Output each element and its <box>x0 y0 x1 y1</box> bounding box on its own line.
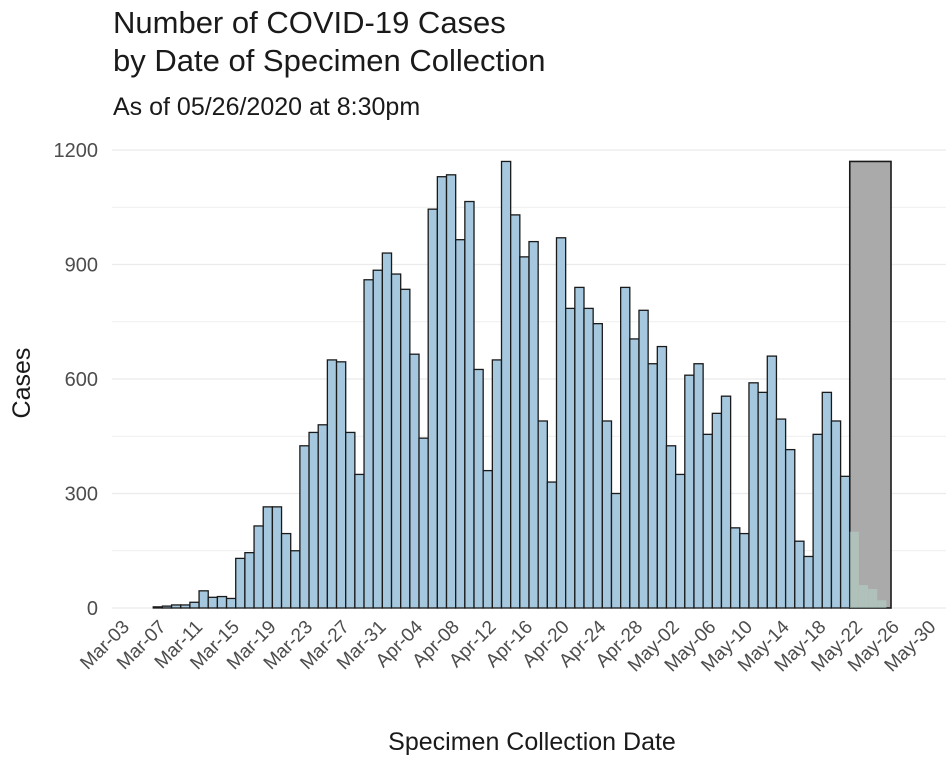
bar <box>326 359 338 609</box>
bar <box>427 208 439 609</box>
bar <box>372 269 384 609</box>
bar <box>235 557 246 609</box>
bar <box>510 214 521 609</box>
bar <box>244 552 255 609</box>
bar <box>555 237 567 609</box>
recent-bar <box>877 600 887 608</box>
bar <box>610 492 622 609</box>
bar <box>262 506 274 609</box>
y-axis-label: Cases <box>8 348 36 419</box>
bar <box>812 433 823 609</box>
bar <box>390 273 402 609</box>
bar <box>784 448 796 609</box>
bar <box>354 473 365 609</box>
chart-title: Number of COVID-19 Cases by Date of Spec… <box>113 4 913 80</box>
bar <box>290 550 301 609</box>
bar <box>711 412 723 609</box>
y-tick-label: 600 <box>65 369 98 391</box>
bar <box>225 597 237 609</box>
bar <box>647 363 658 609</box>
bar <box>170 604 182 609</box>
bar <box>409 353 420 609</box>
bar <box>803 555 814 609</box>
bar <box>180 604 191 609</box>
bar <box>482 469 493 609</box>
bar <box>693 363 704 609</box>
bar <box>207 596 219 609</box>
bar <box>216 595 228 609</box>
bar <box>189 601 200 609</box>
y-tick-label: 0 <box>87 598 98 620</box>
bar <box>629 338 640 609</box>
chart-subtitle: As of 05/26/2020 at 8:30pm <box>113 93 421 121</box>
bar <box>546 481 558 609</box>
bar <box>491 359 503 609</box>
bar <box>436 176 448 609</box>
bar <box>400 288 411 609</box>
bar <box>565 307 576 609</box>
bar <box>830 420 842 609</box>
bar <box>381 252 393 609</box>
bar <box>601 420 613 609</box>
pending-period <box>848 160 892 609</box>
y-tick-label: 300 <box>65 484 98 506</box>
recent-bar <box>868 588 878 608</box>
bar <box>684 374 695 609</box>
bar <box>656 345 668 609</box>
bar <box>464 200 475 609</box>
x-axis-label: Specimen Collection Date <box>388 728 676 756</box>
bar <box>638 309 649 609</box>
bar <box>537 420 548 609</box>
bar <box>794 540 805 609</box>
bar <box>720 395 732 609</box>
bar <box>418 437 429 609</box>
bar <box>473 368 484 609</box>
bar <box>500 160 512 609</box>
bar <box>748 382 759 609</box>
chart-title-line2: by Date of Specimen Collection <box>113 43 546 78</box>
y-axis-ticks: 0 300 600 900 1200 <box>54 140 99 620</box>
bar <box>674 473 686 609</box>
bar <box>161 605 173 609</box>
bar <box>345 431 356 609</box>
bar <box>775 418 787 609</box>
chart-title-line1: Number of COVID-19 Cases <box>113 5 506 40</box>
bar <box>839 475 851 609</box>
bar <box>619 286 631 609</box>
recent-bar <box>858 585 869 608</box>
bar <box>335 361 347 609</box>
bar <box>574 286 585 609</box>
bar <box>583 307 594 609</box>
bar <box>152 606 164 609</box>
bar <box>665 445 677 609</box>
bar <box>308 431 319 609</box>
bar <box>528 240 539 609</box>
bar <box>271 506 283 609</box>
bar <box>702 433 713 609</box>
bar <box>445 174 457 609</box>
y-tick-label: 900 <box>65 255 98 277</box>
bar <box>455 239 466 609</box>
x-axis-ticks: Mar-03Mar-07Mar-11Mar-15Mar-19Mar-23Mar-… <box>76 616 940 676</box>
bar <box>253 525 264 609</box>
bar <box>757 391 768 609</box>
y-tick-label: 1200 <box>54 140 99 162</box>
bar <box>198 590 209 609</box>
bar <box>519 256 530 609</box>
bar <box>739 532 750 609</box>
bar <box>766 355 778 609</box>
bar <box>821 391 833 609</box>
bar <box>729 527 741 609</box>
bar <box>299 445 310 609</box>
bars <box>152 160 851 609</box>
bar <box>363 279 374 609</box>
bar <box>592 323 603 609</box>
recent-bar <box>849 531 859 608</box>
bar <box>280 532 292 609</box>
bar <box>317 424 329 609</box>
